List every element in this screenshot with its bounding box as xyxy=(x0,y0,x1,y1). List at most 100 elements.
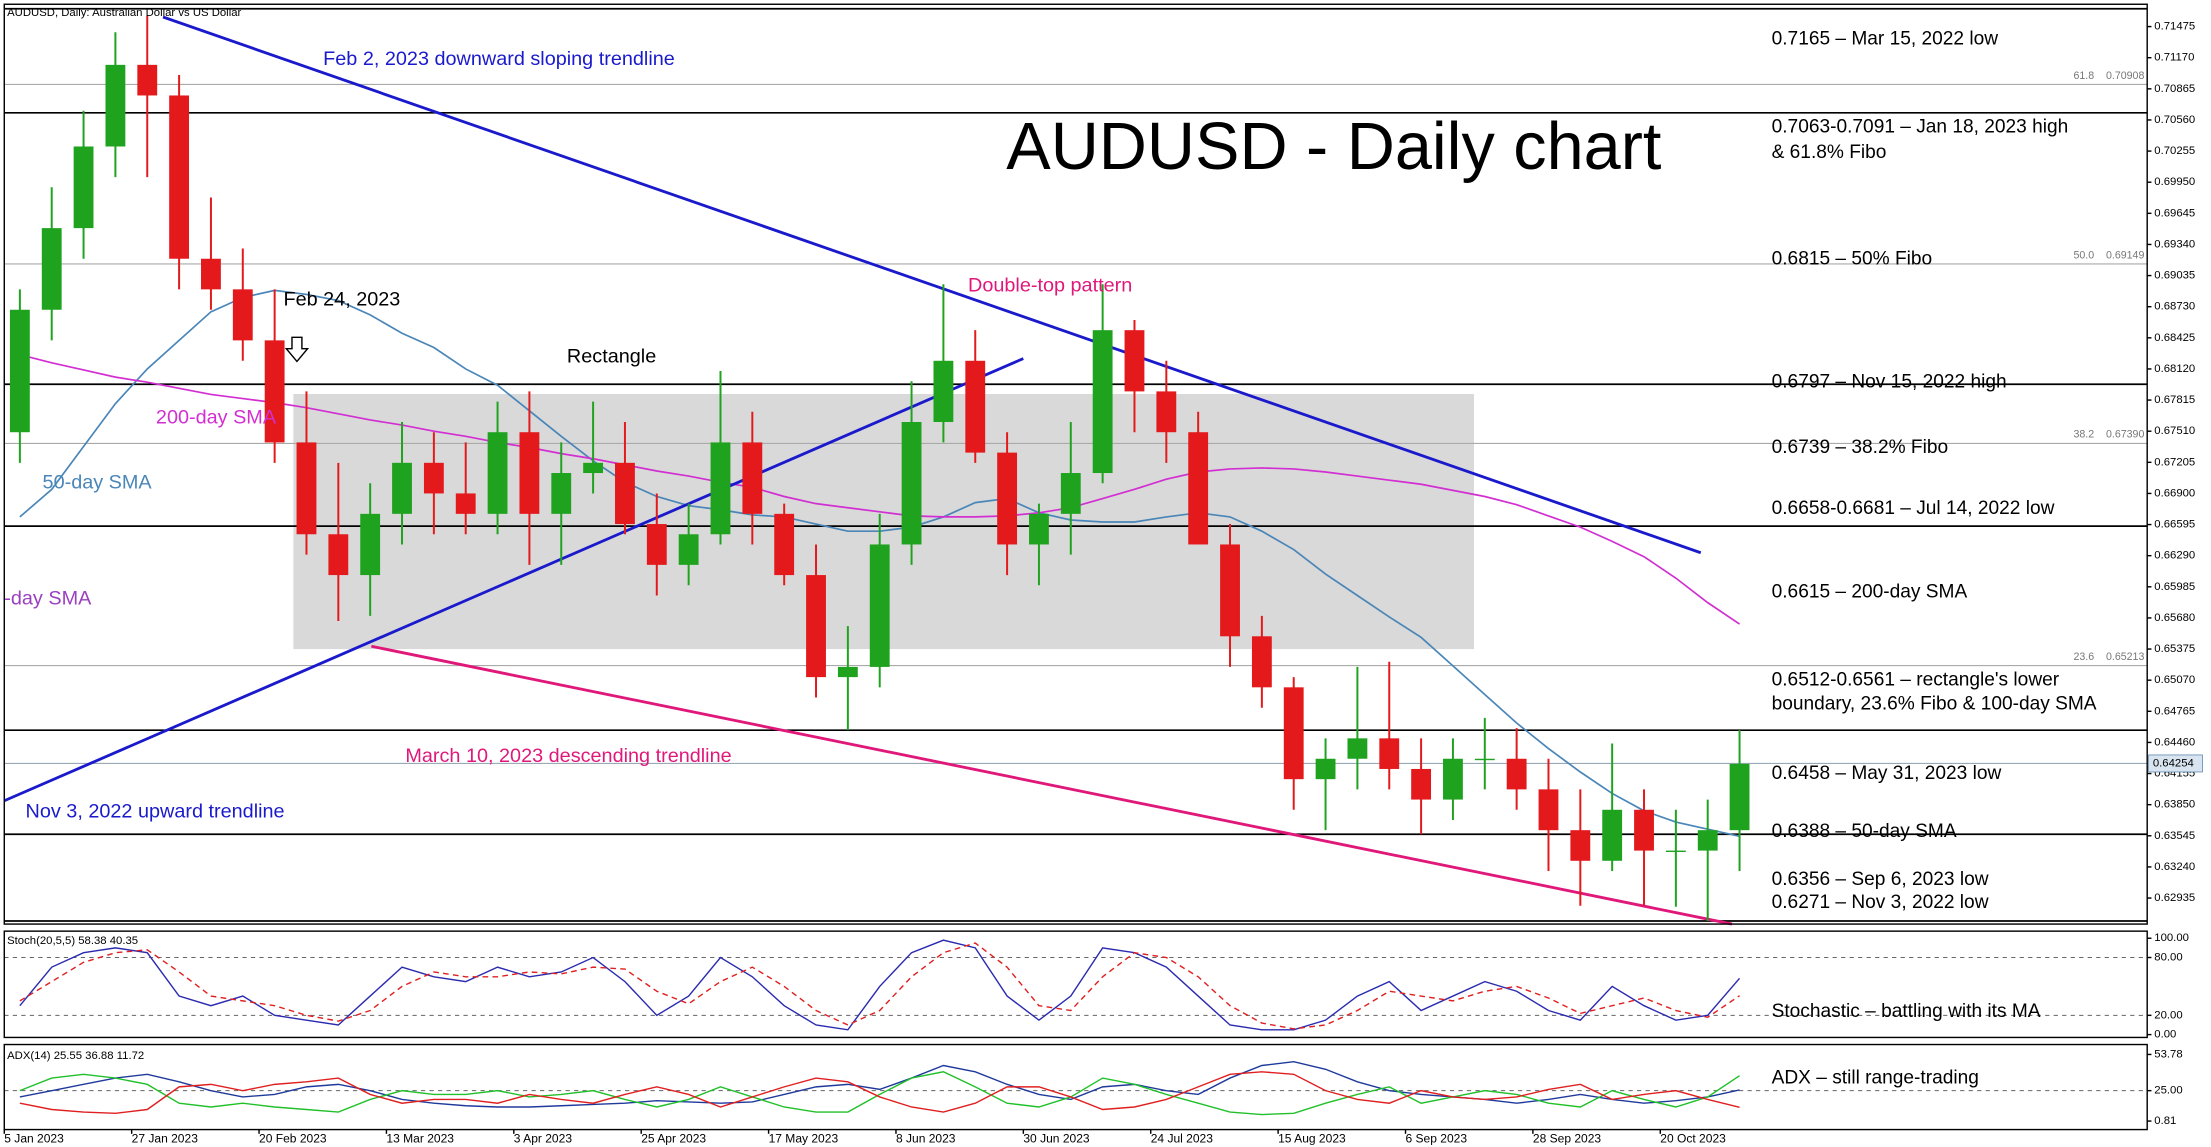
candle-body xyxy=(328,534,349,576)
candle-body xyxy=(710,442,731,535)
adx-title: ADX(14) 25.55 36.88 11.72 xyxy=(7,1050,144,1062)
candle-body xyxy=(1156,391,1177,433)
fibo-level: 23.6 xyxy=(2073,651,2094,663)
adx-frame xyxy=(3,1043,2148,1131)
x-tick-label: 28 Sep 2023 xyxy=(1533,1132,1602,1146)
candle-body xyxy=(1315,758,1336,780)
candle-body xyxy=(1665,850,1686,853)
candle-body xyxy=(1474,758,1495,761)
y-tick-label: 0.66900 xyxy=(2154,487,2195,499)
y-tick-label: 25.00 xyxy=(2154,1085,2182,1097)
candle-body xyxy=(1506,758,1527,790)
note: ADX – still range-trading xyxy=(1772,1068,1979,1089)
candle-body xyxy=(1443,758,1463,800)
y-tick-label: 0.69645 xyxy=(2154,207,2195,219)
note: 0.6388 – 50-day SMA xyxy=(1772,821,1957,842)
subtitle: AUDUSD, Daily: Australian Dollar vs US D… xyxy=(7,7,241,19)
annotation: Nov 3, 2022 upward trendline xyxy=(26,800,285,822)
under-layer xyxy=(4,7,2148,1092)
y-tick-label: 0.69340 xyxy=(2154,238,2195,250)
candle-body xyxy=(869,544,890,667)
candle-body xyxy=(551,473,572,514)
over-layer xyxy=(9,15,1750,922)
x-tick-label: 30 Jun 2023 xyxy=(1023,1132,1090,1146)
candle-body xyxy=(201,258,221,290)
note: 0.6797 – Nov 15, 2022 high xyxy=(1772,372,2007,393)
x-tick-label: 8 Jun 2023 xyxy=(896,1132,956,1146)
x-tick-label: 3 Apr 2023 xyxy=(514,1132,573,1146)
candle-body xyxy=(742,442,763,514)
annotation: Feb 24, 2023 xyxy=(283,289,400,311)
y-tick-label: 0.67205 xyxy=(2154,456,2195,468)
annotation: Feb 2, 2023 downward sloping trendline xyxy=(323,48,675,70)
note: 0.6658-0.6681 – Jul 14, 2022 low xyxy=(1772,498,2055,519)
note: 0.6815 – 50% Fibo xyxy=(1772,248,1933,269)
candle-body xyxy=(1029,513,1049,545)
y-tick-label: 0.68730 xyxy=(2154,301,2195,313)
y-tick-label: 80.00 xyxy=(2154,952,2182,964)
candle-body xyxy=(806,575,826,678)
candle-body xyxy=(392,462,412,514)
stoch-title: Stoch(20,5,5) 58.38 40.35 xyxy=(7,935,138,947)
note: 0.6615 – 200-day SMA xyxy=(1772,581,1968,602)
y-tick-label: 0.63850 xyxy=(2154,799,2195,811)
candle-body xyxy=(264,340,285,443)
sma-label: 200-day SMA xyxy=(156,406,277,428)
candle-body xyxy=(519,432,540,514)
y-tick-label: 0.81 xyxy=(2154,1115,2176,1127)
candle-body xyxy=(105,64,126,147)
y-tick-label: 0.69035 xyxy=(2154,270,2195,282)
x-tick-label: 24 Jul 2023 xyxy=(1151,1132,1214,1146)
x-tick-label: 13 Mar 2023 xyxy=(386,1132,454,1146)
x-tick-label: 27 Jan 2023 xyxy=(132,1132,199,1146)
fibo-price: 0.69149 xyxy=(2106,249,2144,261)
candle-body xyxy=(1124,330,1145,392)
candle-body xyxy=(1251,636,1272,688)
indicator-line xyxy=(19,942,1740,1030)
annotation: March 10, 2023 descending trendline xyxy=(405,745,731,767)
note: boundary, 23.6% Fibo & 100-day SMA xyxy=(1772,693,2097,714)
candle-body xyxy=(774,513,795,576)
candle-body xyxy=(487,432,508,514)
y-tick-label: 0.66290 xyxy=(2154,550,2195,562)
candle-body xyxy=(296,442,317,535)
candle-body xyxy=(169,95,190,259)
candle-body xyxy=(615,462,635,525)
y-tick-label: 53.78 xyxy=(2154,1048,2182,1060)
y-tick-label: 0.71475 xyxy=(2154,21,2195,33)
candle-body xyxy=(1379,738,1400,769)
main-frame xyxy=(3,3,2148,925)
x-tick-label: 17 May 2023 xyxy=(769,1132,839,1146)
candle-body xyxy=(583,462,604,474)
candle-body xyxy=(1188,432,1209,545)
candle-body xyxy=(933,360,954,423)
candle-body xyxy=(1570,830,1591,861)
note: 0.6739 – 38.2% Fibo xyxy=(1772,437,1949,458)
note: 0.6458 – May 31, 2023 low xyxy=(1772,763,2002,784)
y-tick-label: 0.64765 xyxy=(2154,705,2195,717)
y-tick-label: 0.68425 xyxy=(2154,332,2195,344)
candle-body xyxy=(1538,789,1559,831)
note: 0.7165 – Mar 15, 2022 low xyxy=(1772,29,1999,50)
upward-trendline xyxy=(3,357,1024,803)
chart-title: AUDUSD - Daily chart xyxy=(1006,110,1662,184)
y-tick-label: 0.69950 xyxy=(2154,176,2195,188)
y-tick-label: 0.70865 xyxy=(2154,83,2195,95)
x-tick-label: 20 Oct 2023 xyxy=(1660,1132,1726,1146)
annotation: Double-top pattern xyxy=(968,275,1132,297)
note: & 61.8% Fibo xyxy=(1772,142,1887,163)
candle-body xyxy=(1602,809,1623,861)
candle-body xyxy=(423,462,444,494)
candle-body xyxy=(1092,330,1113,474)
descending-trendline xyxy=(371,644,1733,926)
candle-body xyxy=(1411,768,1432,800)
annotation: Rectangle xyxy=(567,345,656,367)
x-tick-label: 25 Apr 2023 xyxy=(641,1132,706,1146)
y-tick-label: 0.64460 xyxy=(2154,736,2195,748)
last-price-label: 0.64254 xyxy=(2153,757,2194,769)
last-price-box xyxy=(2148,754,2203,773)
y-tick-label: 0.68120 xyxy=(2154,363,2195,375)
candle-body xyxy=(41,228,62,310)
candle-body xyxy=(1060,473,1081,514)
